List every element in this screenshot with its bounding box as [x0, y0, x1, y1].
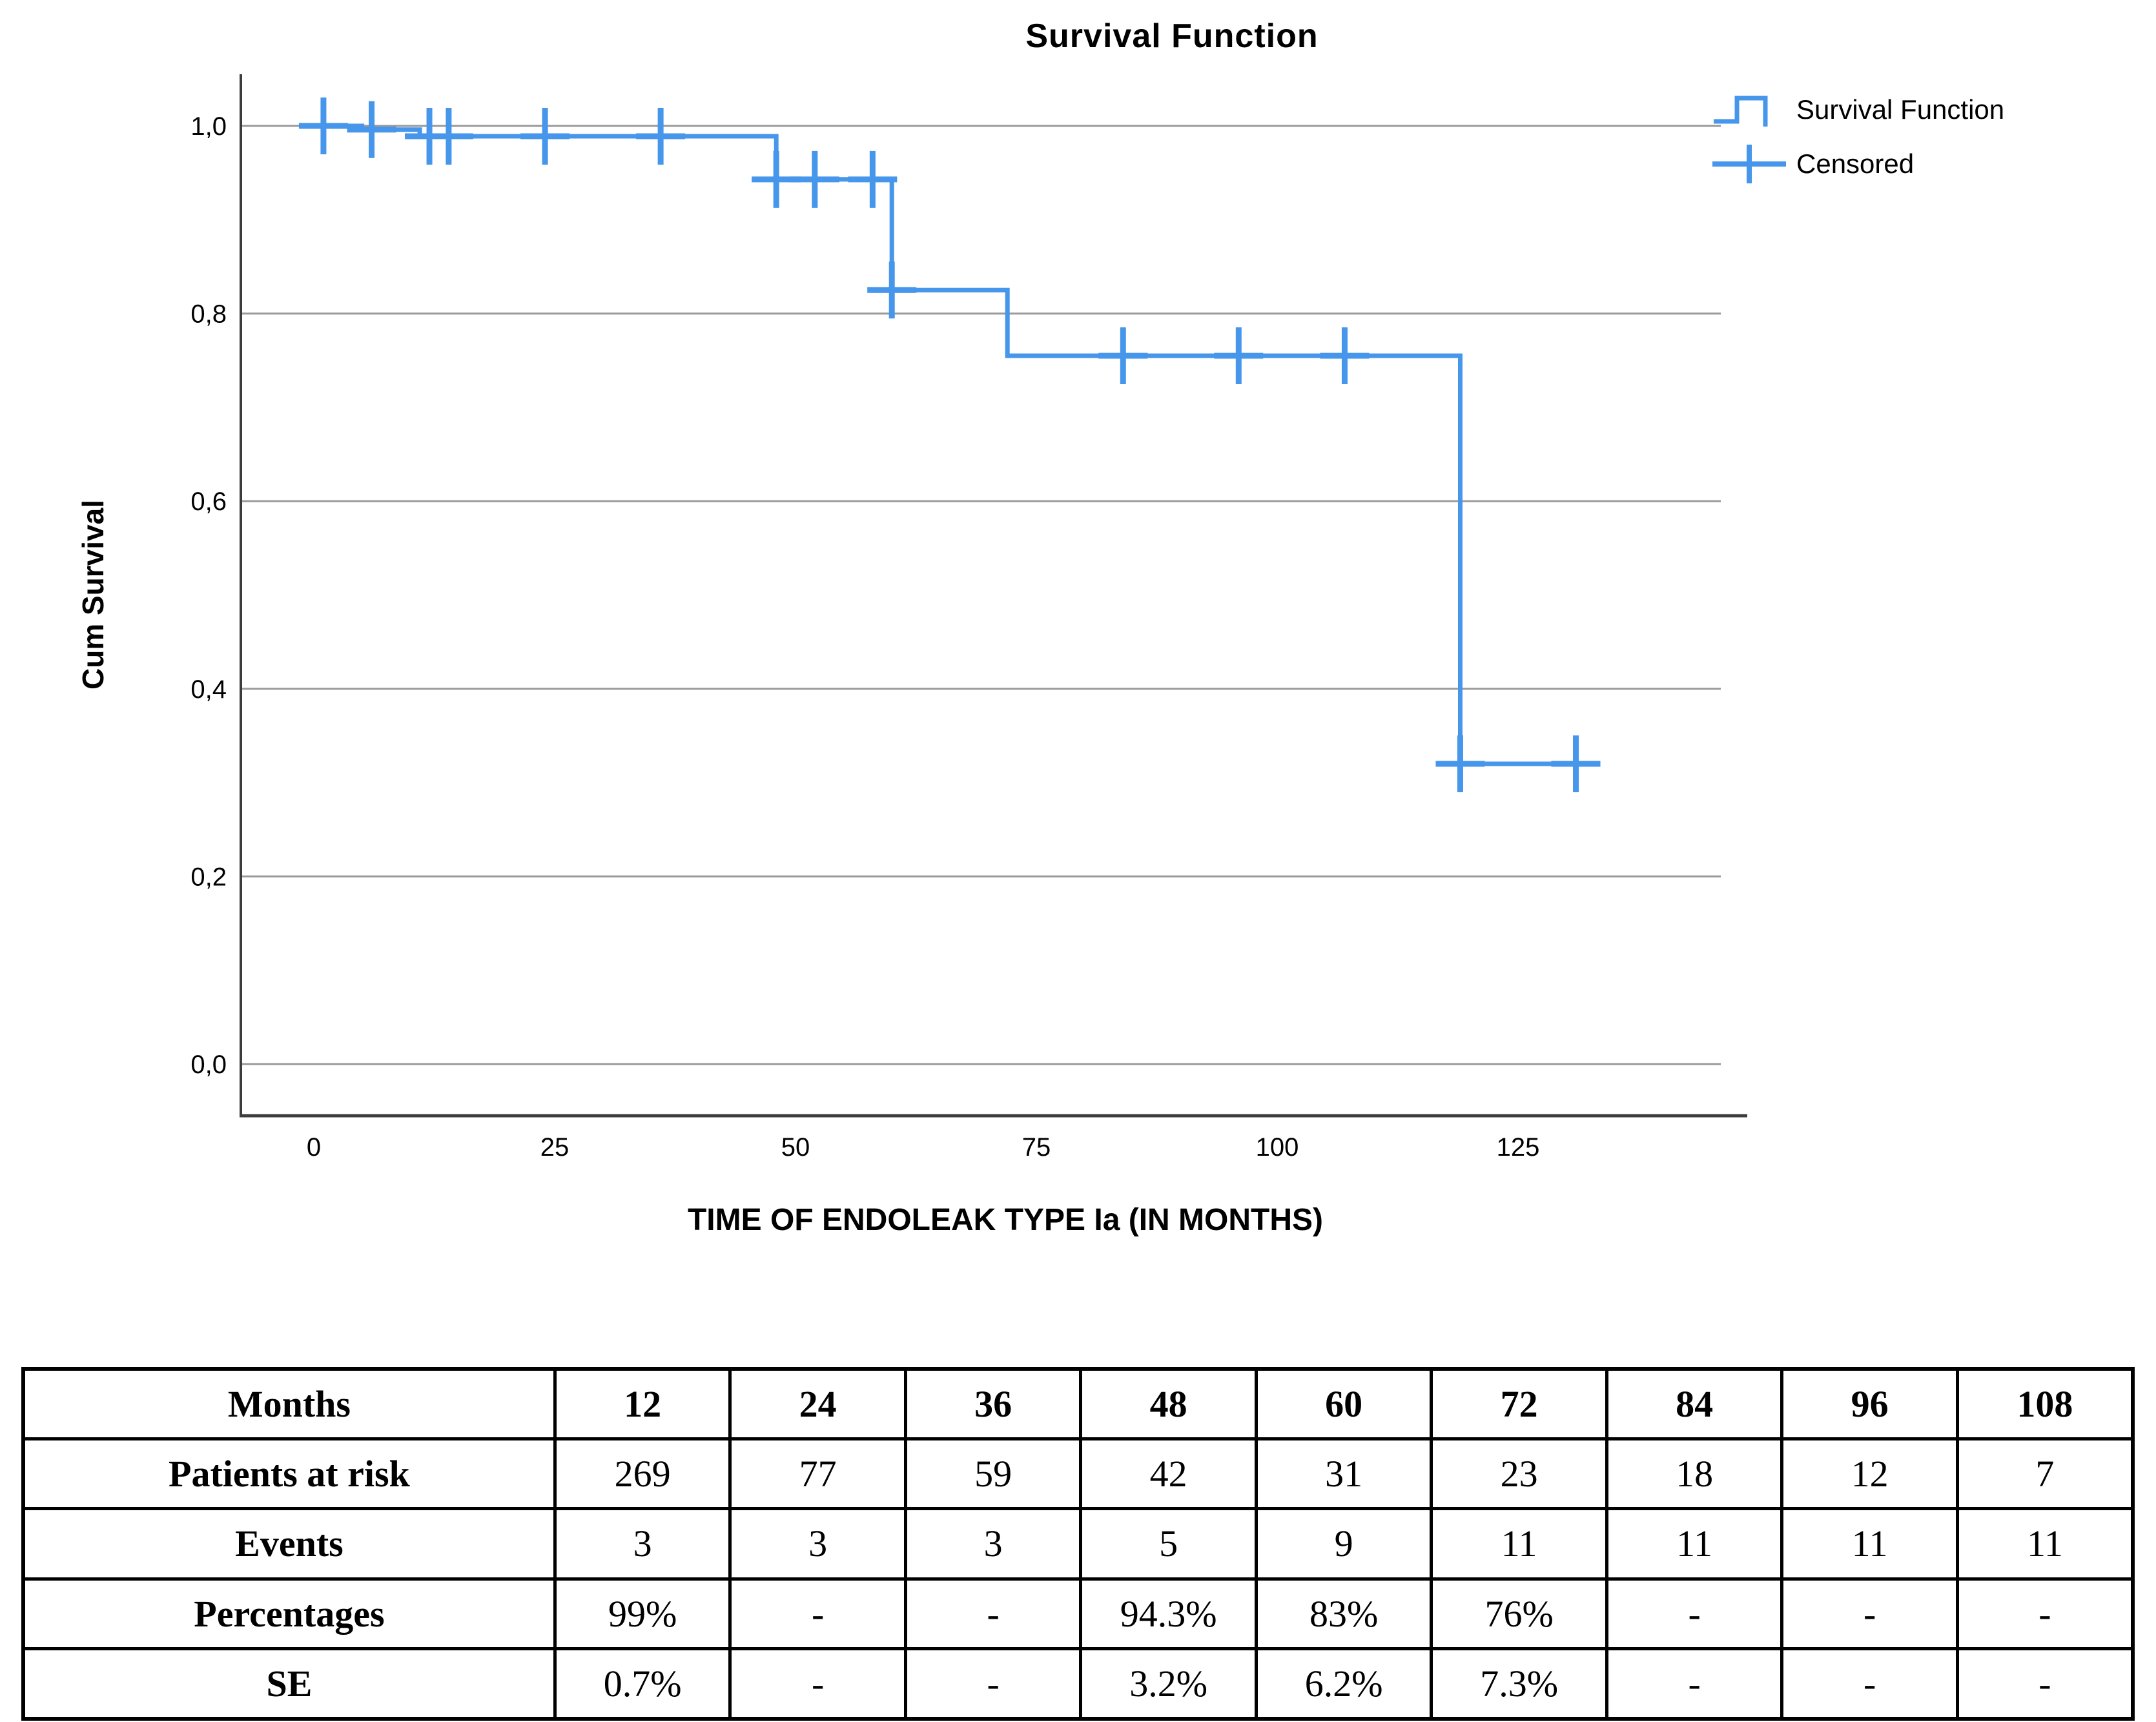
table-row: Percentages 99% - -94.3% 83% 76% - - -	[21, 1577, 2135, 1650]
table-cell: 94.3%	[1079, 1577, 1258, 1650]
step-line-icon	[1714, 96, 1768, 127]
y-tick-label: 0,0	[190, 1051, 227, 1079]
table-header-cell: 60	[1254, 1367, 1433, 1441]
table-cell: 83%	[1254, 1577, 1433, 1650]
table-row-label: SE	[21, 1646, 557, 1721]
legend-item-censored: Censored	[1711, 143, 2004, 185]
plus-marker-icon	[1712, 145, 1786, 183]
table-cell: -	[903, 1646, 1083, 1721]
table-cell: 77	[728, 1437, 907, 1511]
table-cell: 11	[1780, 1507, 1959, 1581]
table-cell: 12	[1780, 1437, 1959, 1511]
y-tick-label: 0,8	[190, 300, 227, 329]
table-cell: 0.7%	[553, 1646, 732, 1721]
table-cell: 11	[1955, 1507, 2135, 1581]
x-tick-label: 0	[307, 1133, 321, 1162]
table-header-cell: Months	[21, 1367, 557, 1441]
table-cell: 31	[1254, 1437, 1433, 1511]
table-cell: 7.3%	[1430, 1646, 1608, 1721]
risk-table-body: Months 12 24 36 48 60 72 84 96 108 Patients at ris…	[21, 1367, 2135, 1721]
y-axis-label: Cum Survival	[76, 500, 110, 690]
table-cell: 3	[903, 1507, 1083, 1581]
table-cell: 18	[1605, 1437, 1784, 1511]
table-header-cell: 48	[1079, 1367, 1258, 1441]
table-cell: -	[1780, 1577, 1959, 1650]
legend-item-survival: Survival Function	[1711, 89, 2004, 130]
table-cell: 3.2%	[1079, 1646, 1258, 1721]
x-tick-label: 125	[1497, 1133, 1540, 1162]
table-cell: -	[728, 1646, 907, 1721]
x-tick-label: 100	[1256, 1133, 1299, 1162]
table-row-label: Events	[21, 1507, 557, 1581]
x-tick-label: 75	[1022, 1133, 1051, 1162]
table-row: SE 0.7% - -3.2% 6.2% 7.3% - - -	[21, 1646, 2135, 1721]
table-cell: 269	[553, 1437, 732, 1511]
x-axis-label: TIME OF ENDOLEAK TYPE Ia (IN MONTHS)	[687, 1203, 1324, 1237]
table-header-cell: 96	[1780, 1367, 1959, 1441]
table-cell: -	[903, 1577, 1083, 1650]
table-cell: 5	[1079, 1507, 1258, 1581]
table-cell: 99%	[553, 1577, 732, 1650]
table-cell: 42	[1079, 1437, 1258, 1511]
table-cell: 9	[1254, 1507, 1433, 1581]
table-header-row: Months 12 24 36 48 60 72 84 96 108	[21, 1367, 2135, 1441]
y-tick-label: 0,2	[190, 863, 227, 891]
table-cell: 76%	[1430, 1577, 1608, 1650]
table-cell: -	[1605, 1577, 1784, 1650]
table-cell: 3	[728, 1507, 907, 1581]
x-tick-label: 25	[540, 1133, 570, 1162]
chart-legend: Survival Function Censored	[1711, 89, 2004, 198]
table-header-cell: 24	[728, 1367, 907, 1441]
y-tick-label: 0,6	[190, 487, 227, 516]
chart-title: Survival Function	[1025, 17, 1319, 55]
table-row-label: Patients at risk	[21, 1437, 557, 1511]
risk-table: Months 12 24 36 48 60 72 84 96 108 Patients at ris…	[21, 1367, 2135, 1721]
kaplan-meier-chart: 1,0 0,8 0,6 0,4 0,2 0,0 0 25 50 75 100 125	[190, 74, 1747, 1162]
table-cell: -	[728, 1577, 907, 1650]
table-cell: -	[1780, 1646, 1959, 1721]
y-tick-label: 0,4	[190, 675, 227, 704]
table-row: Events 3 3 3 5 9 11 11 11 11	[21, 1507, 2135, 1581]
table-header-cell: 36	[903, 1367, 1083, 1441]
survival-step-line	[314, 123, 1586, 766]
table-cell: 3	[553, 1507, 732, 1581]
table-cell: -	[1955, 1577, 2135, 1650]
table-cell: 7	[1955, 1437, 2135, 1511]
x-tick-label: 50	[781, 1133, 810, 1162]
legend-label: Survival Function	[1796, 94, 2005, 125]
table-header-cell: 72	[1430, 1367, 1608, 1441]
table-row: Patients at risk 269 77 59 42 31 23 18 12 7	[21, 1437, 2135, 1511]
legend-label: Censored	[1796, 149, 1915, 179]
table-cell: -	[1955, 1646, 2135, 1721]
table-row-label: Percentages	[21, 1577, 557, 1650]
y-tick-label: 1,0	[190, 112, 227, 141]
table-cell: -	[1605, 1646, 1784, 1721]
table-header-cell: 12	[553, 1367, 732, 1441]
table-header-cell: 84	[1605, 1367, 1784, 1441]
table-cell: 11	[1605, 1507, 1784, 1581]
table-cell: 59	[903, 1437, 1083, 1511]
table-cell: 11	[1430, 1507, 1608, 1581]
table-cell: 6.2%	[1254, 1646, 1433, 1721]
table-header-cell: 108	[1955, 1367, 2135, 1441]
table-cell: 23	[1430, 1437, 1608, 1511]
